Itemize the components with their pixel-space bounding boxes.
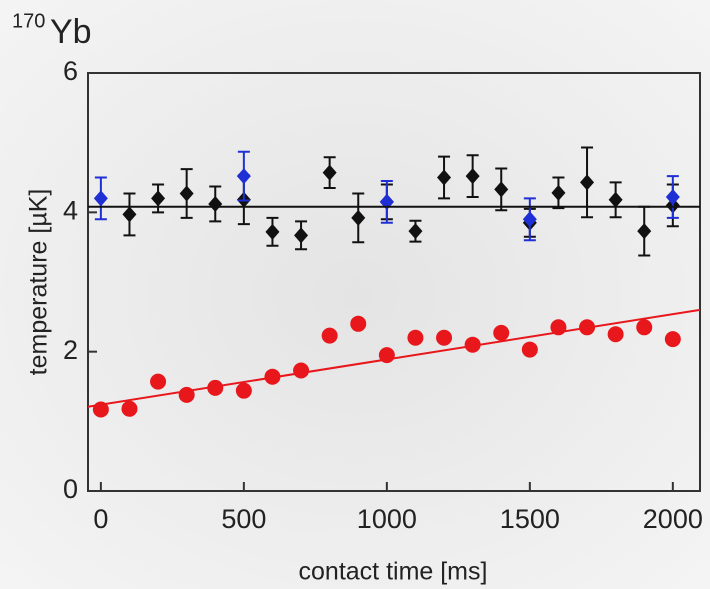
- x-tick-label: 0: [93, 504, 108, 534]
- x-tick-label: 500: [221, 504, 266, 534]
- data-point: [464, 336, 481, 353]
- data-point: [408, 223, 423, 240]
- data-point: [607, 326, 624, 343]
- data-point: [207, 379, 224, 396]
- y-tick-label: 2: [63, 335, 78, 365]
- data-point: [436, 329, 453, 346]
- fit-line: [87, 308, 701, 408]
- x-axis-label: contact time [ms]: [299, 558, 488, 586]
- data-point: [580, 174, 595, 191]
- data-point: [293, 362, 310, 379]
- data-point: [235, 382, 252, 399]
- data-point: [494, 181, 509, 198]
- data-point: [265, 223, 280, 240]
- data-point: [637, 223, 652, 240]
- data-point: [179, 185, 194, 202]
- data-point: [121, 400, 138, 417]
- data-point: [294, 227, 309, 244]
- x-tick-label: 1000: [357, 504, 417, 534]
- y-tick-label: 6: [63, 56, 78, 86]
- data-point: [93, 190, 108, 207]
- data-point: [351, 209, 366, 226]
- data-point: [522, 211, 537, 228]
- data-point: [465, 168, 480, 185]
- y-tick-label: 0: [63, 474, 78, 504]
- data-point: [551, 184, 566, 201]
- y-axis-label: temperature [µK]: [25, 189, 53, 376]
- x-tick-label: 1500: [500, 504, 560, 534]
- data-point: [122, 206, 137, 223]
- x-tick-label: 2000: [643, 504, 703, 534]
- data-point: [407, 329, 424, 346]
- data-point: [608, 191, 623, 208]
- data-point: [521, 341, 538, 358]
- data-point: [437, 169, 452, 186]
- data-point: [350, 315, 367, 332]
- data-point: [150, 373, 167, 390]
- chart-title: Yb: [50, 13, 92, 51]
- data-point: [321, 327, 338, 344]
- data-point: [493, 324, 510, 341]
- y-tick-label: 4: [63, 195, 78, 225]
- data-point: [322, 164, 337, 181]
- data-point: [236, 168, 251, 185]
- plot-frame: [87, 72, 701, 492]
- data-point: [151, 190, 166, 207]
- data-point: [208, 195, 223, 212]
- data-point: [664, 331, 681, 348]
- title-superscript: 170: [12, 10, 45, 32]
- data-point: [636, 319, 653, 336]
- data-point: [665, 189, 680, 206]
